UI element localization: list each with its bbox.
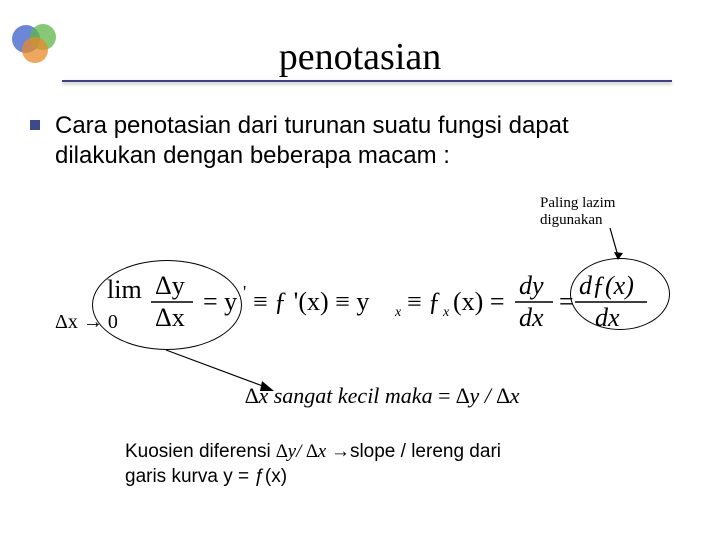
note-paling-lazim: Paling lazim digunakan xyxy=(540,195,615,230)
footer-text: Kuosien diferensi ∆y/ ∆x →slope / lereng… xyxy=(125,440,665,489)
note-delta-x: ∆x sangat kecil maka = ∆y / ∆x xyxy=(245,383,520,409)
note-dx-mid: = xyxy=(438,383,456,408)
footer-l1a: Kuosien diferensi xyxy=(125,441,276,462)
eq-prime1: ' xyxy=(243,282,246,302)
eq-subx: x xyxy=(394,305,402,320)
eq-f2d: dx xyxy=(519,303,544,332)
bullet-icon xyxy=(30,120,40,130)
eq-subx2: x xyxy=(442,305,450,320)
note-line2: digunakan xyxy=(540,212,602,228)
eq-f2n: dy xyxy=(519,271,544,300)
note-line1: Paling lazim xyxy=(540,195,615,211)
footer-l1c: →slope / lereng dari xyxy=(331,441,501,462)
eq-eq3: ≡ ƒ xyxy=(407,287,441,316)
eq-eq3b: (x) = xyxy=(453,287,504,316)
note-dx-post: ∆y / ∆x xyxy=(456,383,520,408)
callout-ellipse-left xyxy=(92,260,242,350)
footer-l2: garis kurva y = ƒ(x) xyxy=(125,466,287,487)
arrow-right-icon xyxy=(600,228,630,263)
slide-title-wrap: penotasian xyxy=(0,35,720,79)
callout-ellipse-right xyxy=(570,258,670,330)
footer-l1b: ∆y/ ∆x xyxy=(276,441,331,462)
eq-eq2: ≡ ƒ '(x) ≡ y xyxy=(253,287,369,316)
body-text: Cara penotasian dari turunan suatu fungs… xyxy=(55,111,655,171)
title-underline xyxy=(62,80,672,82)
slide-title: penotasian xyxy=(279,35,442,79)
note-dx-pre: ∆x sangat kecil maka xyxy=(245,383,438,408)
